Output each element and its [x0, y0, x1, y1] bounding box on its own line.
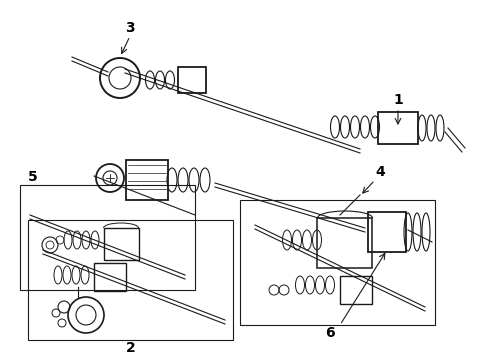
Bar	[104, 228, 139, 260]
Bar	[20, 185, 195, 290]
Text: 1: 1	[393, 93, 403, 107]
Bar	[28, 220, 233, 340]
Bar	[126, 160, 168, 200]
Bar	[317, 218, 372, 268]
Text: 4: 4	[375, 165, 385, 179]
Text: 2: 2	[125, 341, 135, 355]
Bar	[94, 263, 126, 291]
Bar	[378, 112, 418, 144]
Text: 3: 3	[125, 21, 135, 35]
Text: 5: 5	[28, 170, 38, 184]
Bar	[178, 67, 206, 93]
Bar	[368, 212, 406, 252]
Text: 6: 6	[325, 326, 335, 340]
Bar	[240, 200, 435, 325]
Bar	[340, 276, 372, 304]
